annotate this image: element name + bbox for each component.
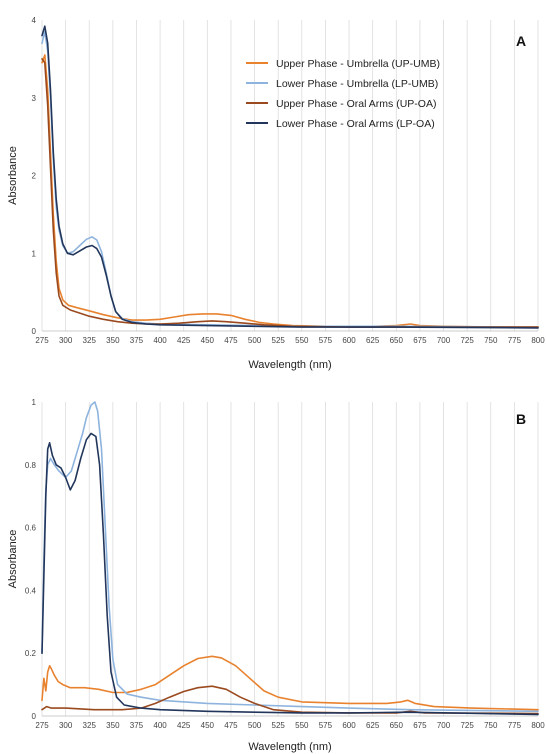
x-tick-label: 725	[460, 336, 474, 345]
chart-panel-b: 275 300 325 350 375 400 425 450 475 500 525 550 575 6…	[7, 398, 545, 753]
y-tick-label: 1	[32, 249, 37, 258]
x-tick-label: 300	[59, 336, 73, 345]
x-tick-label: 500	[248, 336, 262, 345]
x-tick-label: 600	[342, 336, 356, 345]
series-line-2	[41, 401, 539, 713]
x-axis-title: Wavelength (nm)	[248, 359, 331, 371]
x-tick-label: 775	[508, 336, 522, 345]
y-tick-label: 0.4	[25, 586, 37, 595]
x-tick-label: 275	[35, 721, 49, 730]
series-line-4	[41, 432, 539, 716]
series-line-4	[41, 25, 539, 329]
x-tick-label: 375	[130, 336, 144, 345]
x-tick-label: 300	[59, 721, 73, 730]
legend-entry: Upper Phase - Umbrella (UP-UMB)	[276, 58, 440, 70]
x-axis-title: Wavelength (nm)	[248, 741, 331, 753]
x-tick-label: 375	[130, 721, 144, 730]
x-tick-label: 400	[153, 721, 167, 730]
y-tick-label: 0.2	[25, 649, 37, 658]
x-tick-label: 650	[390, 336, 404, 345]
y-tick-label: 0	[32, 712, 37, 721]
y-tick-label: 3	[32, 94, 37, 103]
series-line-1	[41, 655, 539, 711]
legend-entry: Upper Phase - Oral Arms (UP-OA)	[276, 98, 436, 110]
x-tick-label: 525	[272, 336, 286, 345]
x-tick-label: 400	[153, 336, 167, 345]
x-tick-label: 800	[531, 336, 545, 345]
x-tick-label: 675	[413, 721, 427, 730]
x-tick-label: 450	[201, 721, 215, 730]
x-tick-label: 325	[83, 336, 97, 345]
x-tick-label: 525	[272, 721, 286, 730]
x-tick-label: 750	[484, 721, 498, 730]
legend: Upper Phase - Umbrella (UP-UMB) Lower Pha…	[246, 58, 440, 130]
y-tick-label: 0.6	[25, 524, 37, 533]
panel-label: B	[516, 411, 526, 427]
x-tick-label: 725	[460, 721, 474, 730]
x-tick-label: 800	[531, 721, 545, 730]
x-tick-label: 475	[224, 336, 238, 345]
series-line-1	[41, 54, 539, 328]
x-tick-label: 700	[437, 336, 451, 345]
x-tick-label: 350	[106, 721, 120, 730]
x-tick-label: 350	[106, 336, 120, 345]
x-tick-label: 600	[342, 721, 356, 730]
y-axis-title: Absorbance	[7, 530, 19, 589]
x-tick-label: 650	[390, 721, 404, 730]
x-tick-label: 425	[177, 721, 191, 730]
y-axis-title: Absorbance	[7, 146, 19, 205]
panel-label: A	[516, 33, 526, 49]
y-tick-label: 1	[32, 398, 37, 407]
x-tick-label: 475	[224, 721, 238, 730]
y-tick-label: 4	[32, 16, 37, 25]
x-tick-label: 500	[248, 721, 262, 730]
series-line-2	[41, 30, 539, 328]
y-tick-label: 0	[32, 327, 37, 336]
x-tick-label: 550	[295, 336, 309, 345]
x-tick-label: 775	[508, 721, 522, 730]
x-tick-label: 450	[201, 336, 215, 345]
x-tick-label: 700	[437, 721, 451, 730]
legend-entry: Lower Phase - Oral Arms (LP-OA)	[276, 118, 435, 130]
x-tick-label: 575	[319, 721, 333, 730]
x-tick-label: 275	[35, 336, 49, 345]
y-tick-label: 2	[32, 172, 37, 181]
x-tick-label: 325	[83, 721, 97, 730]
y-tick-label: 0.8	[25, 461, 37, 470]
x-tick-label: 750	[484, 336, 498, 345]
x-tick-label: 625	[366, 336, 380, 345]
legend-entry: Lower Phase - Umbrella (LP-UMB)	[276, 78, 438, 90]
chart-panel-a: 275 300 325 350 375 400 425 450 475 500 525 550 575 6…	[7, 16, 545, 371]
x-tick-label: 550	[295, 721, 309, 730]
x-tick-label: 575	[319, 336, 333, 345]
x-tick-label: 625	[366, 721, 380, 730]
x-tick-label: 425	[177, 336, 191, 345]
x-tick-label: 675	[413, 336, 427, 345]
